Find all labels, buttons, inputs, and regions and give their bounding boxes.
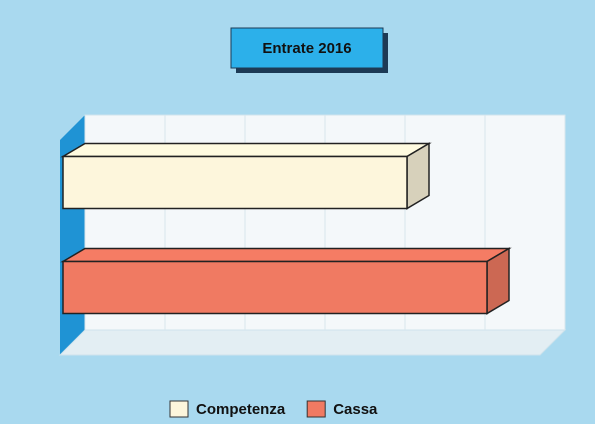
bar — [60, 142, 432, 210]
legend-swatch — [306, 400, 326, 418]
bar-front — [62, 260, 488, 315]
bar-front — [62, 155, 408, 210]
bar-top — [60, 247, 512, 263]
legend-swatch — [169, 400, 189, 418]
floor — [58, 329, 567, 356]
title-box — [230, 27, 384, 69]
bar — [60, 247, 512, 315]
chart-title: Entrate 2016 — [262, 40, 351, 57]
legend-label: Cassa — [333, 401, 378, 418]
legend-label: Competenza — [196, 401, 286, 418]
bar-top — [60, 142, 432, 158]
